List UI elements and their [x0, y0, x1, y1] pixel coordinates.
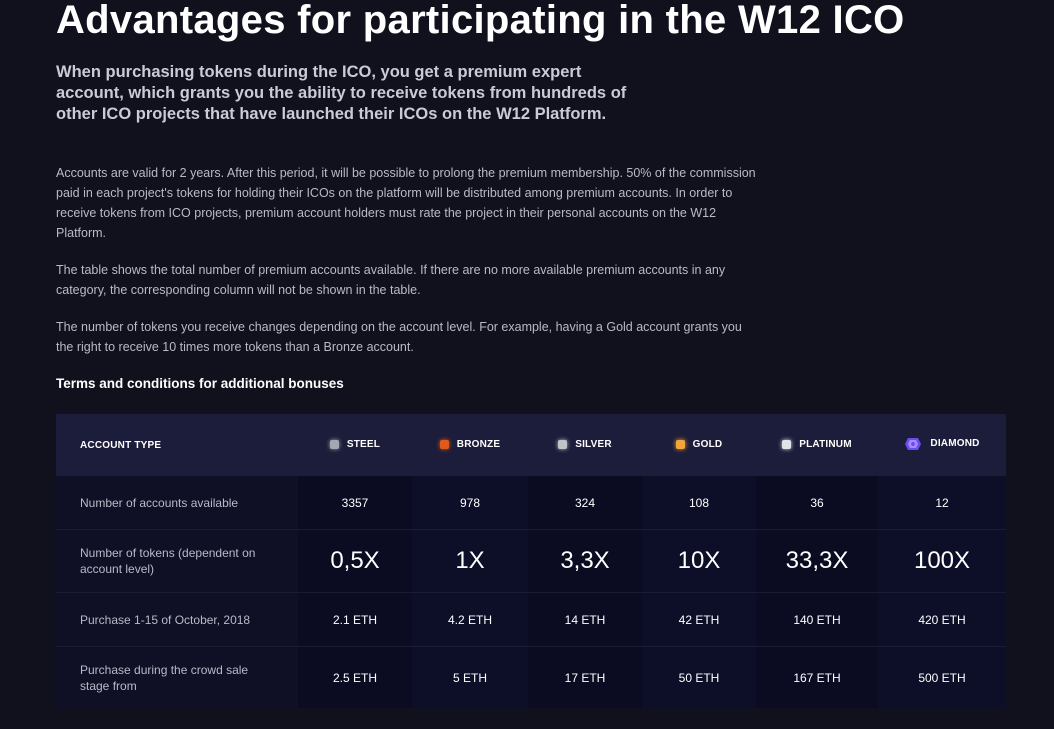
- header-account-type: ACCOUNT TYPE: [56, 414, 298, 476]
- table-cell: 5 ETH: [412, 646, 528, 708]
- bonus-section-title: Terms and conditions for additional bonu…: [56, 376, 344, 391]
- table-cell: 324: [528, 476, 642, 530]
- header-diamond-label: DIAMOND: [930, 438, 980, 449]
- row-label: Purchase 1-15 of October, 2018: [56, 592, 298, 647]
- table-row: Purchase during the crowd sale stage fro…: [56, 646, 1006, 708]
- steel-swatch-icon: [329, 439, 339, 449]
- header-diamond: DIAMOND: [878, 414, 1006, 476]
- table-cell: 3,3X: [528, 529, 642, 593]
- row-label: Number of accounts available: [56, 476, 298, 530]
- table-cell: 108: [642, 476, 756, 530]
- header-steel-label: STEEL: [346, 438, 381, 450]
- table-row: Purchase 1-15 of October, 2018 2.1 ETH 4…: [56, 592, 1006, 647]
- table-row: Number of tokens (dependent on account l…: [56, 529, 1006, 593]
- table-cell: 2.1 ETH: [298, 592, 412, 647]
- table-header-row: ACCOUNT TYPE STEEL BRONZE SILVER GOLD PL…: [56, 414, 1006, 476]
- header-gold: GOLD: [642, 414, 756, 476]
- table-cell: 42 ETH: [642, 592, 756, 647]
- header-platinum-label: PLATINUM: [799, 438, 852, 450]
- lead-text: When purchasing tokens during the ICO, y…: [56, 63, 627, 123]
- header-platinum: PLATINUM: [756, 414, 878, 476]
- silver-swatch-icon: [558, 439, 568, 449]
- header-bronze: BRONZE: [412, 414, 528, 476]
- table-cell: 420 ETH: [878, 592, 1006, 647]
- table-cell: 14 ETH: [528, 592, 642, 647]
- table-cell: 167 ETH: [756, 646, 878, 708]
- table-cell: 17 ETH: [528, 646, 642, 708]
- diamond-gem-icon: [905, 437, 922, 450]
- table-cell: 3357: [298, 476, 412, 530]
- table-cell: 10X: [642, 529, 756, 593]
- table-cell: 2.5 ETH: [298, 646, 412, 708]
- header-silver-label: SILVER: [575, 438, 612, 450]
- paragraph-token-levels: The number of tokens you receive changes…: [56, 320, 742, 354]
- table-cell: 500 ETH: [878, 646, 1006, 708]
- table-row: Number of accounts available 3357 978 32…: [56, 476, 1006, 530]
- table-cell: 140 ETH: [756, 592, 878, 647]
- header-steel: STEEL: [298, 414, 412, 476]
- gold-swatch-icon: [675, 439, 685, 449]
- platinum-swatch-icon: [782, 439, 792, 449]
- header-silver: SILVER: [528, 414, 642, 476]
- table-cell: 1X: [412, 529, 528, 593]
- table-cell: 33,3X: [756, 529, 878, 593]
- table-cell: 100X: [878, 529, 1006, 593]
- table-cell: 36: [756, 476, 878, 530]
- row-label: Number of tokens (dependent on account l…: [56, 529, 298, 593]
- table-cell: 4.2 ETH: [412, 592, 528, 647]
- bronze-swatch-icon: [439, 439, 449, 449]
- row-label: Purchase during the crowd sale stage fro…: [56, 646, 298, 708]
- table-cell: 978: [412, 476, 528, 530]
- account-types-table: ACCOUNT TYPE STEEL BRONZE SILVER GOLD PL…: [56, 414, 1006, 708]
- table-cell: 12: [878, 476, 1006, 530]
- paragraph-validity: Accounts are valid for 2 years. After th…: [56, 166, 756, 240]
- header-gold-label: GOLD: [692, 438, 723, 450]
- header-bronze-label: BRONZE: [456, 438, 501, 450]
- page-title: Advantages for participating in the W12 …: [56, 0, 905, 42]
- paragraph-availability: The table shows the total number of prem…: [56, 263, 726, 297]
- table-cell: 50 ETH: [642, 646, 756, 708]
- table-cell: 0,5X: [298, 529, 412, 593]
